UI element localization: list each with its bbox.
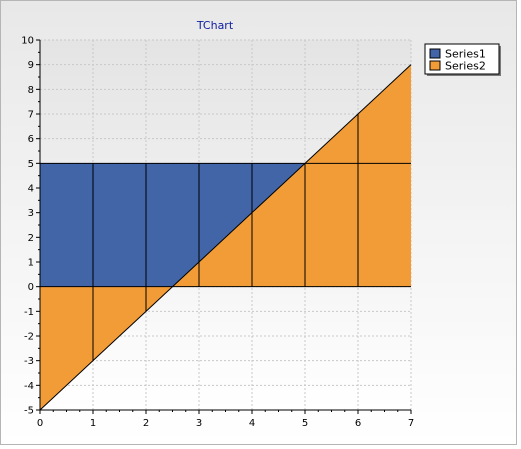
series-areas <box>39 64 412 411</box>
x-tick-label: 0 <box>37 418 43 429</box>
series2-area-segment <box>252 163 305 287</box>
y-tick-label: 2 <box>28 233 34 244</box>
series2-area-segment <box>199 212 252 287</box>
y-tick-label: 0 <box>28 282 34 293</box>
y-tick-label: 7 <box>28 110 34 121</box>
x-tick-label: 3 <box>196 418 202 429</box>
series2-area-segment <box>305 114 358 287</box>
legend-label-series1: Series1 <box>445 48 486 61</box>
series2-area-segment <box>40 286 93 410</box>
y-tick-label: 9 <box>28 60 34 71</box>
y-tick-label: -5 <box>24 406 34 417</box>
series1-area-segment <box>146 163 199 287</box>
axes: -5 -4 -3 -2 -1 0 1 2 3 4 5 6 7 8 9 10 0 1 2 3 4 5 6 7 <box>21 36 414 430</box>
x-tick-label: 7 <box>408 418 414 429</box>
y-tick-label: 8 <box>28 85 34 96</box>
legend-swatch-series2 <box>429 60 441 71</box>
chart-title: TChart <box>196 19 234 32</box>
y-tick-label: 4 <box>28 184 34 195</box>
x-tick-label: 6 <box>355 418 361 429</box>
x-tick-label: 5 <box>302 418 308 429</box>
series2-area-segment <box>358 64 411 287</box>
y-tick-label: 10 <box>21 36 34 47</box>
y-tick-label: 1 <box>28 258 34 269</box>
y-tick-label: -4 <box>24 381 34 392</box>
x-tick-label: 1 <box>90 418 96 429</box>
y-tick-label: 6 <box>28 134 34 145</box>
y-tick-label: -2 <box>24 332 34 343</box>
series1-area-segment <box>40 163 93 287</box>
series2-line <box>39 64 412 411</box>
x-tick-label: 2 <box>143 418 149 429</box>
y-tick-label: 5 <box>28 159 34 170</box>
y-tick-label: -1 <box>24 307 34 318</box>
series1-area-segment <box>93 163 146 287</box>
x-tick-label: 4 <box>249 418 255 429</box>
legend-label-series2: Series2 <box>445 60 486 73</box>
y-tick-label: 3 <box>28 208 34 219</box>
series2-area-segment <box>93 286 146 361</box>
legend-swatch-series1 <box>429 48 441 59</box>
y-tick-label: -3 <box>24 356 34 367</box>
